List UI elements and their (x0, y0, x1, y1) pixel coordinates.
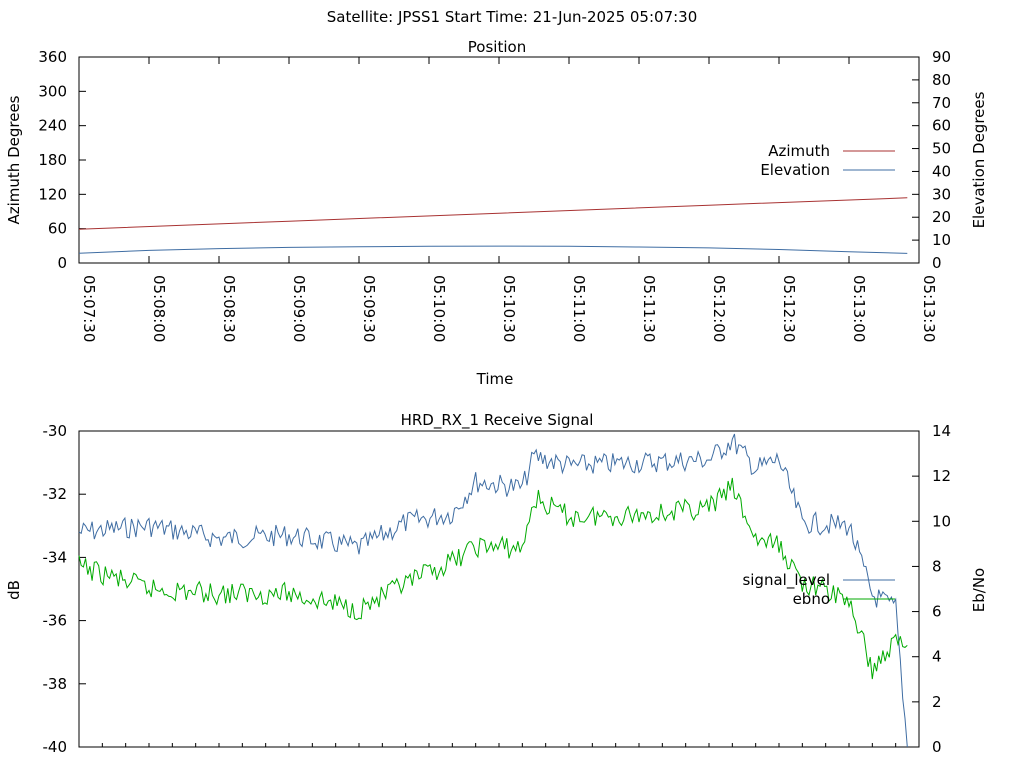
x-tick-label: 05:11:30 (640, 275, 658, 342)
x-tick-label: 05:12:30 (780, 275, 798, 342)
legend-ebno-label: ebno (793, 590, 830, 608)
signal-series (78, 433, 908, 748)
position-legend: Azimuth Elevation (760, 142, 895, 179)
y-tick-label: 300 (38, 82, 67, 100)
signal-axis-ticks (79, 430, 919, 748)
y2-tick-label: 12 (932, 467, 951, 485)
signal-legend: signal_level ebno (742, 571, 895, 608)
position-series (78, 197, 908, 254)
x-tick-label: 05:08:30 (220, 275, 238, 342)
y-tick-label: -32 (43, 485, 68, 503)
x-tick-label: 05:09:00 (290, 275, 308, 342)
azimuth-axis-label: Azimuth Degrees (5, 95, 23, 224)
y-tick-label: -40 (43, 738, 68, 756)
y-tick-label: -30 (43, 422, 68, 440)
y-tick-label: 120 (38, 185, 67, 203)
y-tick-label: 0 (57, 254, 67, 272)
receive-signal-chart: HRD_RX_1 Receive Signal -40-38-36-34-32-… (5, 411, 988, 756)
ebno-axis-label: Eb/No (970, 568, 988, 612)
y2-tick-label: 70 (932, 94, 951, 112)
y2-tick-label: 90 (932, 48, 951, 66)
x-tick-label: 05:13:00 (850, 275, 868, 342)
x-tick-label: 05:10:00 (430, 275, 448, 342)
signal-chart-title: HRD_RX_1 Receive Signal (401, 411, 594, 430)
x-tick-label: 05:08:00 (150, 275, 168, 342)
x-tick-label: 05:12:00 (710, 275, 728, 342)
db-axis-label: dB (5, 580, 23, 600)
y2-tick-label: 10 (932, 231, 951, 249)
time-axis-label: Time (476, 370, 514, 388)
y2-tick-label: 0 (932, 738, 942, 756)
series-line-signal_level (78, 433, 908, 748)
series-line-azimuth (78, 197, 908, 230)
y-tick-label: 180 (38, 151, 67, 169)
legend-azimuth-label: Azimuth (768, 142, 830, 160)
y2-tick-label: 50 (932, 140, 951, 158)
x-tick-label: 05:09:30 (360, 275, 378, 342)
y-tick-label: 360 (38, 48, 67, 66)
y2-tick-label: 40 (932, 162, 951, 180)
position-tick-labels: 0 60 120 180 240 300 360 0 10 20 30 40 50 60 70 80 90 05:… (38, 48, 951, 342)
y-tick-label: 60 (48, 220, 67, 238)
y2-tick-label: 30 (932, 185, 951, 203)
signal-tick-labels: -40 -38 -36 -34 -32 -30 0 2 4 6 8 10 12 14 (43, 422, 952, 756)
y2-tick-label: 0 (932, 254, 942, 272)
legend-elevation-label: Elevation (760, 161, 830, 179)
y-tick-label: -38 (43, 675, 68, 693)
x-tick-label: 05:11:00 (570, 275, 588, 342)
y2-tick-label: 80 (932, 71, 951, 89)
y-tick-label: -36 (43, 612, 68, 630)
y2-tick-label: 10 (932, 512, 951, 530)
y2-tick-label: 60 (932, 117, 951, 135)
position-axis-ticks (78, 56, 920, 264)
y2-tick-label: 4 (932, 648, 942, 666)
position-plot-frame (78, 56, 920, 264)
y-tick-label: -34 (43, 548, 68, 566)
x-tick-label: 05:07:30 (80, 275, 98, 342)
series-line-elevation (78, 245, 908, 254)
position-chart: Position 0 60 120 180 240 300 360 0 10 20 30 40 50 60… (5, 38, 988, 388)
y-tick-label: 240 (38, 117, 67, 135)
series-line-ebno (78, 477, 908, 680)
y2-tick-label: 2 (932, 693, 942, 711)
y2-tick-label: 14 (932, 422, 951, 440)
x-tick-label: 05:13:30 (920, 275, 938, 342)
y2-tick-label: 6 (932, 603, 942, 621)
legend-signal-level-label: signal_level (742, 571, 830, 590)
signal-plot-frame (78, 430, 920, 748)
x-tick-label: 05:10:30 (500, 275, 518, 342)
position-chart-title: Position (468, 38, 526, 56)
elevation-axis-label: Elevation Degrees (970, 91, 988, 228)
y2-tick-label: 20 (932, 208, 951, 226)
y2-tick-label: 8 (932, 557, 942, 575)
header-title: Satellite: JPSS1 Start Time: 21-Jun-2025… (327, 8, 698, 26)
